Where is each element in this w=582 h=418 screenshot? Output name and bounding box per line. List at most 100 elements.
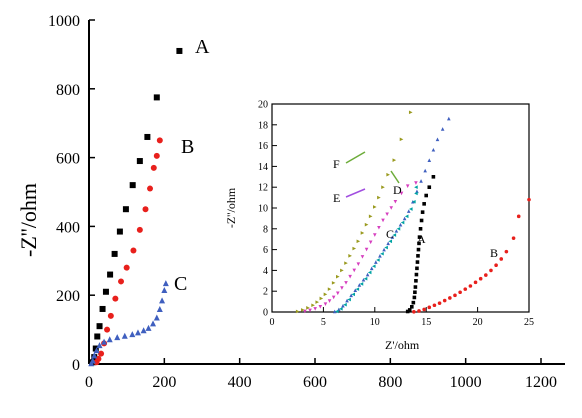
main-point-b <box>118 278 125 285</box>
inset-point-e <box>400 220 405 225</box>
main-point-c <box>89 357 96 364</box>
main-point-c <box>129 331 136 338</box>
inset-x-tick-label: 25 <box>524 317 534 328</box>
inset-point-c <box>353 288 358 292</box>
inset-point-a <box>420 210 425 214</box>
inset-point-d <box>313 307 317 311</box>
inset-point-e <box>334 309 339 314</box>
inset-point-c <box>349 293 353 298</box>
inset-point-b <box>473 280 478 285</box>
inset-point-e <box>414 185 418 189</box>
main-point-a <box>96 323 103 330</box>
inset-point-d <box>414 181 418 185</box>
main-point-c <box>114 334 121 341</box>
inset-point-d <box>348 274 352 279</box>
inset-points <box>295 110 531 314</box>
inset-y-tick-label: 4 <box>263 266 268 277</box>
inset-y-tick-label: 16 <box>258 141 268 152</box>
inset-x-tick-label: 5 <box>321 317 326 328</box>
inset-point-e <box>414 191 418 196</box>
main-point-b <box>147 185 154 192</box>
main-point-a <box>102 288 109 295</box>
main-x-tick-label: 600 <box>303 374 327 391</box>
inset-point-e <box>388 239 393 244</box>
inset-y-tick-label: 6 <box>263 245 268 256</box>
main-x-tick-label: 800 <box>378 374 402 391</box>
inset-point-c <box>361 277 366 282</box>
inset-point-b <box>504 249 509 254</box>
inset-point-b <box>453 293 457 298</box>
inset-point-d <box>352 268 357 273</box>
inset-point-f <box>340 268 344 273</box>
inset-point-a <box>412 295 417 300</box>
main-point-a <box>144 133 151 140</box>
inset-point-f <box>356 239 361 244</box>
inset-point-e <box>376 258 380 262</box>
inset-point-c <box>332 309 337 314</box>
main-y-tick-label: 800 <box>56 82 80 99</box>
main-point-c <box>106 336 113 343</box>
inset-point-f <box>348 254 352 258</box>
main-point-b <box>156 137 163 144</box>
inset-x-tick-label: 10 <box>370 317 380 328</box>
inset-point-f <box>381 185 385 189</box>
inset-point-e <box>367 270 372 275</box>
inset-label-a: A <box>417 232 426 246</box>
inset-point-c <box>394 229 399 233</box>
inset-point-d <box>360 255 365 259</box>
main-point-b <box>112 295 119 302</box>
main-x-tick-label: 1000 <box>450 374 482 391</box>
inset-point-d <box>399 191 404 196</box>
main-point-b <box>104 326 111 333</box>
inset-y-tick-label: 18 <box>258 120 268 131</box>
inset-point-a <box>413 290 417 295</box>
inset-point-d <box>377 225 381 230</box>
inset-x-tick-label: 15 <box>421 317 431 328</box>
inset-point-a <box>411 300 416 305</box>
inset-point-c <box>431 147 436 152</box>
inset-point-d <box>308 308 312 313</box>
inset-point-e <box>339 307 343 311</box>
inset-point-c <box>390 235 395 239</box>
main-point-c <box>93 347 100 354</box>
inset-point-f <box>360 231 365 235</box>
inset-y-tick-label: 2 <box>263 287 268 298</box>
inset-point-b <box>427 305 432 310</box>
inset-point-c <box>427 158 432 162</box>
inset-point-d <box>331 295 336 300</box>
inset-point-a <box>424 193 428 198</box>
inset-point-a <box>410 305 414 309</box>
main-point-a <box>99 305 106 312</box>
inset-point-d <box>389 206 394 210</box>
inset-ticks: 0 5 10 15 20 25 0 2 4 6 8 10 12 14 16 18 20 <box>258 100 534 329</box>
main-x-tick-label: 0 <box>85 374 93 391</box>
main-y-tick-label: 0 <box>72 357 80 374</box>
main-point-a <box>116 228 123 235</box>
main-points <box>88 47 183 367</box>
inset-point-a <box>414 279 418 283</box>
inset-point-d <box>327 299 332 303</box>
inset-point-e <box>396 227 401 231</box>
inset-point-b <box>511 236 516 240</box>
inset-y-axis-title: -Z''/ohm <box>224 187 238 228</box>
inset-point-f <box>344 261 348 265</box>
inset-point-b <box>463 287 468 291</box>
inset-point-b <box>478 276 483 281</box>
main-x-tick-label: 200 <box>152 374 176 391</box>
main-x-tick-label: 400 <box>228 374 252 391</box>
inset-frame <box>271 103 530 313</box>
main-label-c: C <box>174 273 187 295</box>
main-point-a <box>136 158 143 165</box>
inset-point-a <box>415 260 420 264</box>
inset-label-d: D <box>393 183 402 197</box>
inset-point-f <box>295 309 300 314</box>
inset-point-b <box>489 268 493 273</box>
inset-point-a <box>419 218 424 223</box>
main-point-b <box>153 152 160 159</box>
inset-point-c <box>369 266 374 271</box>
main-point-c <box>150 320 157 327</box>
inset-plot: 0 5 10 15 20 25 0 2 4 6 8 10 12 14 16 18 20 -Z''/ohm Z'/… <box>224 100 534 353</box>
inset-point-b <box>484 273 488 277</box>
inset-point-e <box>392 233 397 237</box>
